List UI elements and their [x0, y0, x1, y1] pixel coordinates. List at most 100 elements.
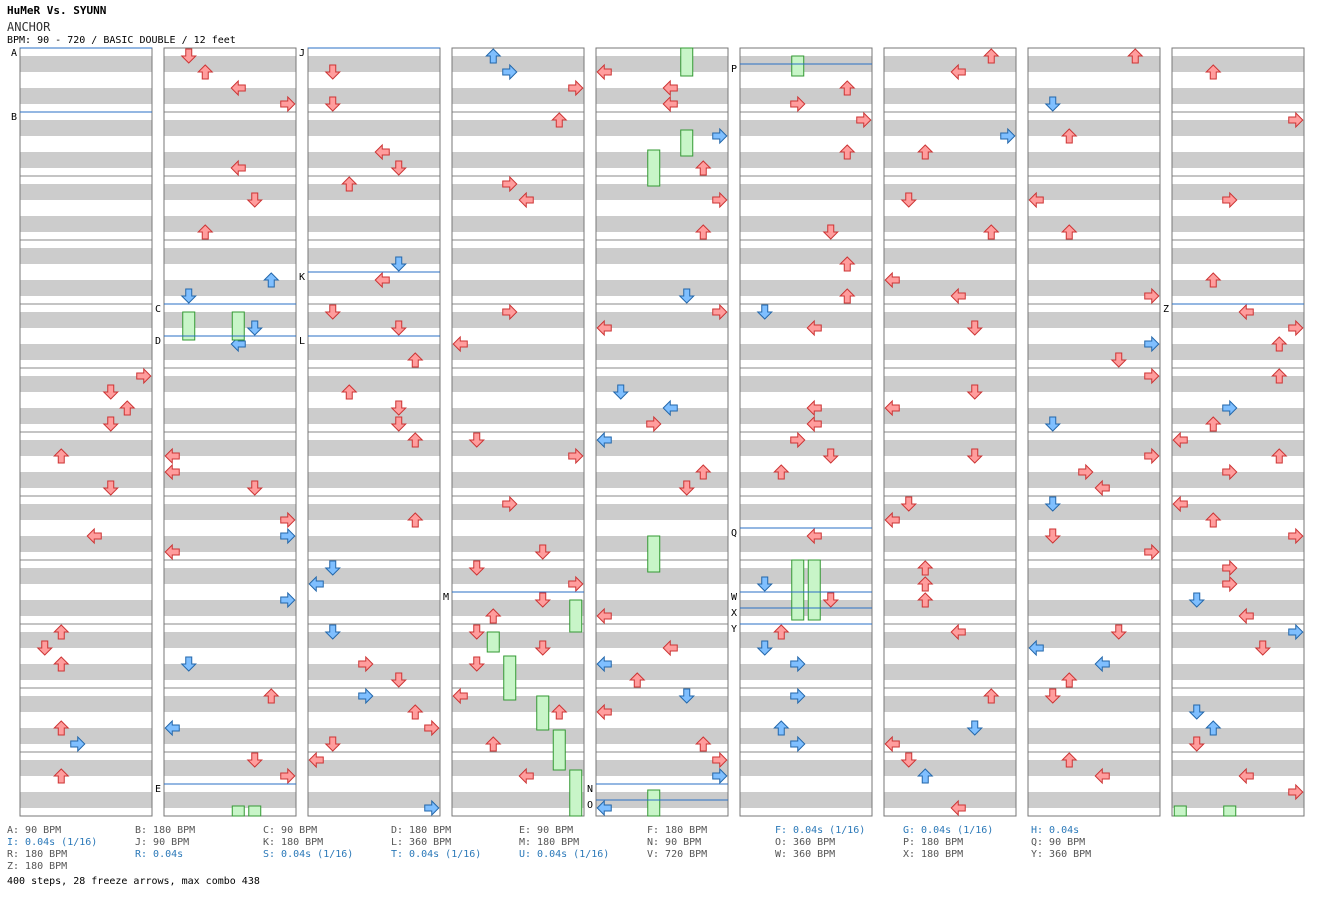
beat-stripe: [740, 376, 872, 392]
step-arrow: [1271, 336, 1288, 352]
beat-stripe: [740, 184, 872, 200]
step-arrow: [1044, 688, 1061, 704]
beat-stripe: [308, 248, 440, 264]
legend-entry: Y: 360 BPM: [1031, 849, 1092, 860]
beat-stripe: [1172, 184, 1304, 200]
step-arrow: [983, 224, 1000, 240]
step-arrow: [1144, 367, 1160, 385]
step-arrow: [756, 576, 773, 592]
step-arrow: [280, 591, 296, 609]
beat-stripe: [884, 248, 1016, 264]
legend-entry: J: 90 BPM: [135, 837, 190, 848]
beat-stripe: [20, 344, 152, 360]
step-arrow: [518, 191, 534, 209]
section-marker-label: C: [155, 304, 161, 315]
step-arrow: [119, 400, 136, 416]
section-marker-label: E: [155, 784, 161, 795]
step-arrow: [164, 463, 180, 481]
chart-column-9: [1171, 47, 1305, 817]
column-border: [451, 47, 585, 817]
legend-entry: L: 360 BPM: [391, 837, 452, 848]
beat-stripe: [164, 728, 296, 744]
freeze-arrow: [248, 805, 262, 817]
chart-meta: BPM: 90 - 720 / BASIC DOUBLE / 12 feet: [7, 35, 236, 46]
step-arrow: [1044, 96, 1061, 112]
beat-stripe: [308, 568, 440, 584]
step-arrow: [568, 575, 584, 593]
step-arrow: [1205, 416, 1222, 432]
beat-stripe: [20, 568, 152, 584]
step-arrow: [884, 271, 900, 289]
step-arrow: [551, 112, 568, 128]
freeze-arrow: [647, 535, 661, 573]
beat-stripe: [596, 88, 728, 104]
beat-stripe: [1028, 248, 1160, 264]
freeze-arrow: [182, 311, 196, 341]
beat-stripe: [308, 216, 440, 232]
beat-stripe: [740, 280, 872, 296]
legend-entry: D: 180 BPM: [391, 825, 452, 836]
beat-stripe: [1172, 568, 1304, 584]
step-arrow: [407, 704, 424, 720]
step-arrow: [308, 575, 324, 593]
beat-stripe: [596, 280, 728, 296]
beat-stripe: [20, 472, 152, 488]
step-arrow: [180, 288, 197, 304]
step-arrow: [1144, 287, 1160, 305]
step-arrow: [180, 656, 197, 672]
column-border: [595, 47, 729, 817]
legend-entry: E: 90 BPM: [519, 825, 574, 836]
beat-stripe: [308, 152, 440, 168]
beat-stripe: [596, 184, 728, 200]
beat-stripe: [164, 184, 296, 200]
step-arrow: [468, 560, 485, 576]
step-arrow: [263, 688, 280, 704]
beat-stripe: [884, 184, 1016, 200]
step-arrow: [230, 79, 246, 97]
beat-stripe: [596, 152, 728, 168]
step-arrow: [1172, 431, 1188, 449]
step-arrow: [407, 352, 424, 368]
beat-stripe: [740, 568, 872, 584]
legend-entry: C: 90 BPM: [263, 825, 318, 836]
beat-stripe: [308, 728, 440, 744]
freeze-arrow: [569, 769, 583, 817]
beat-stripe: [1172, 440, 1304, 456]
step-arrow: [518, 767, 534, 785]
freeze-arrow: [1223, 805, 1237, 817]
step-arrow: [596, 63, 612, 81]
legend-entry: K: 180 BPM: [263, 837, 324, 848]
step-arrow: [1094, 479, 1110, 497]
beat-stripe: [884, 728, 1016, 744]
beat-stripe: [884, 120, 1016, 136]
beat-stripe: [20, 504, 152, 520]
beat-stripe: [740, 632, 872, 648]
beat-stripe: [740, 472, 872, 488]
step-arrow: [1222, 575, 1238, 593]
legend-entry: B: 180 BPM: [135, 825, 196, 836]
beat-stripe: [452, 248, 584, 264]
beat-stripe: [164, 440, 296, 456]
freeze-arrow: [791, 55, 805, 77]
beat-stripe: [740, 728, 872, 744]
beat-stripe: [452, 120, 584, 136]
beat-stripe: [884, 440, 1016, 456]
legend-entry: G: 0.04s (1/16): [903, 825, 994, 836]
step-arrow: [280, 767, 296, 785]
step-arrow: [1028, 191, 1044, 209]
step-arrow: [230, 159, 246, 177]
beat-stripe: [596, 440, 728, 456]
step-arrow: [596, 431, 612, 449]
step-arrow: [1094, 767, 1110, 785]
step-arrow: [695, 464, 712, 480]
legend-entry: A: 90 BPM: [7, 825, 62, 836]
step-arrow: [502, 63, 518, 81]
freeze-arrow: [680, 47, 694, 77]
freeze-arrow: [552, 729, 566, 771]
step-arrow: [1127, 48, 1144, 64]
freeze-arrow: [536, 695, 550, 731]
step-arrow: [180, 48, 197, 64]
section-marker-label: K: [299, 272, 305, 283]
step-arrow: [1000, 127, 1016, 145]
